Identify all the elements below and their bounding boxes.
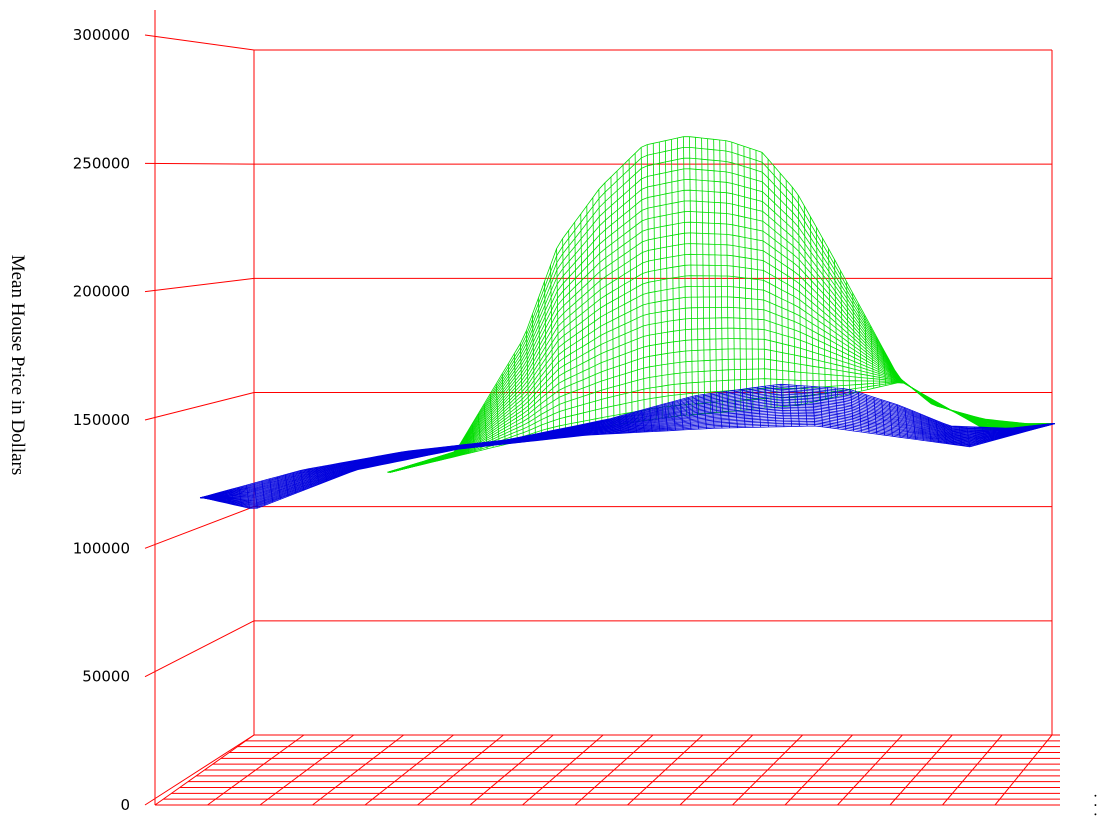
y-tick-label: 250000 bbox=[73, 154, 130, 172]
mesh-line-green bbox=[390, 382, 1056, 473]
y-tick-label: 200000 bbox=[73, 283, 130, 301]
mesh-line-blue bbox=[202, 417, 1055, 505]
tick-connector bbox=[144, 620, 255, 678]
tick-connector bbox=[144, 162, 255, 165]
mesh-line-blue bbox=[200, 390, 1053, 499]
mesh-line-blue bbox=[202, 416, 1055, 504]
floor-grid-col bbox=[889, 734, 953, 806]
mesh-line-blue bbox=[200, 385, 1053, 499]
mesh-line-green bbox=[387, 146, 1053, 473]
y-tick-label: 300000 bbox=[73, 26, 130, 44]
tick-connector bbox=[144, 34, 255, 51]
floor-grid-col bbox=[364, 734, 454, 806]
surface-blue bbox=[199, 383, 1056, 509]
mesh-line-blue bbox=[201, 401, 1054, 499]
tick-connector bbox=[144, 392, 255, 421]
floor-grid-col bbox=[784, 734, 853, 806]
mesh-line-blue bbox=[201, 406, 1054, 499]
mesh-line-blue bbox=[201, 408, 1054, 499]
y-tick-label: 50000 bbox=[82, 668, 130, 686]
mesh-line-blue bbox=[200, 396, 1053, 499]
floor-grid-col bbox=[259, 734, 355, 806]
floor-grid-col bbox=[679, 734, 754, 806]
y-tick-label: 100000 bbox=[73, 539, 130, 557]
mesh-line-blue bbox=[201, 411, 1055, 501]
y-tick-label: 150000 bbox=[73, 411, 130, 429]
tick-connector bbox=[144, 506, 255, 549]
floor-grid-col bbox=[312, 734, 404, 806]
mesh-line-blue bbox=[200, 387, 1053, 499]
mesh-line-blue bbox=[201, 405, 1054, 499]
mesh-line-blue bbox=[202, 413, 1055, 502]
mesh-line-blue bbox=[201, 403, 1054, 499]
floor-grid-col bbox=[837, 734, 903, 806]
y-axis-ticks: 0 50000 100000 150000 200000 250000 300000 bbox=[73, 26, 130, 814]
floor-grid-col bbox=[627, 734, 704, 806]
floor-grid-col bbox=[154, 734, 255, 806]
tick-connector bbox=[144, 277, 255, 293]
floor-grid-col bbox=[207, 734, 305, 806]
mesh-line-blue bbox=[202, 414, 1055, 503]
mesh-line-blue bbox=[200, 392, 1053, 499]
mesh-line-blue bbox=[202, 419, 1055, 506]
mesh-line-green bbox=[387, 136, 1052, 473]
surface-meshes bbox=[199, 136, 1056, 509]
y-tick-label: 0 bbox=[120, 796, 130, 814]
mesh-line-blue bbox=[201, 400, 1054, 499]
mesh-line-blue bbox=[199, 383, 1053, 499]
floor-grid-col bbox=[994, 734, 1053, 806]
mesh-line-blue bbox=[202, 423, 1056, 509]
mesh-line-blue bbox=[200, 395, 1053, 499]
mesh-line-blue bbox=[202, 420, 1055, 507]
mesh-line-blue bbox=[202, 422, 1055, 507]
mesh-line-blue bbox=[200, 393, 1053, 499]
floor-grid-col bbox=[732, 734, 803, 806]
floor-grid-col bbox=[522, 734, 604, 806]
floor-grid-col bbox=[417, 734, 504, 806]
floor-grid-col bbox=[469, 734, 554, 806]
mesh-line-blue bbox=[202, 423, 1056, 508]
floor-grid-col bbox=[942, 734, 1003, 806]
surface-green bbox=[387, 136, 1056, 473]
floor-grid-col bbox=[574, 734, 654, 806]
mesh-line-blue bbox=[201, 409, 1054, 500]
mesh-line-blue bbox=[200, 388, 1053, 499]
tick-connector bbox=[144, 734, 255, 806]
mesh-line-blue bbox=[200, 398, 1054, 499]
y-axis-label: Mean House Price in Dollars bbox=[7, 255, 28, 476]
depth-axis-label: · · · bbox=[1086, 793, 1102, 817]
axis-frame bbox=[144, 10, 1060, 806]
